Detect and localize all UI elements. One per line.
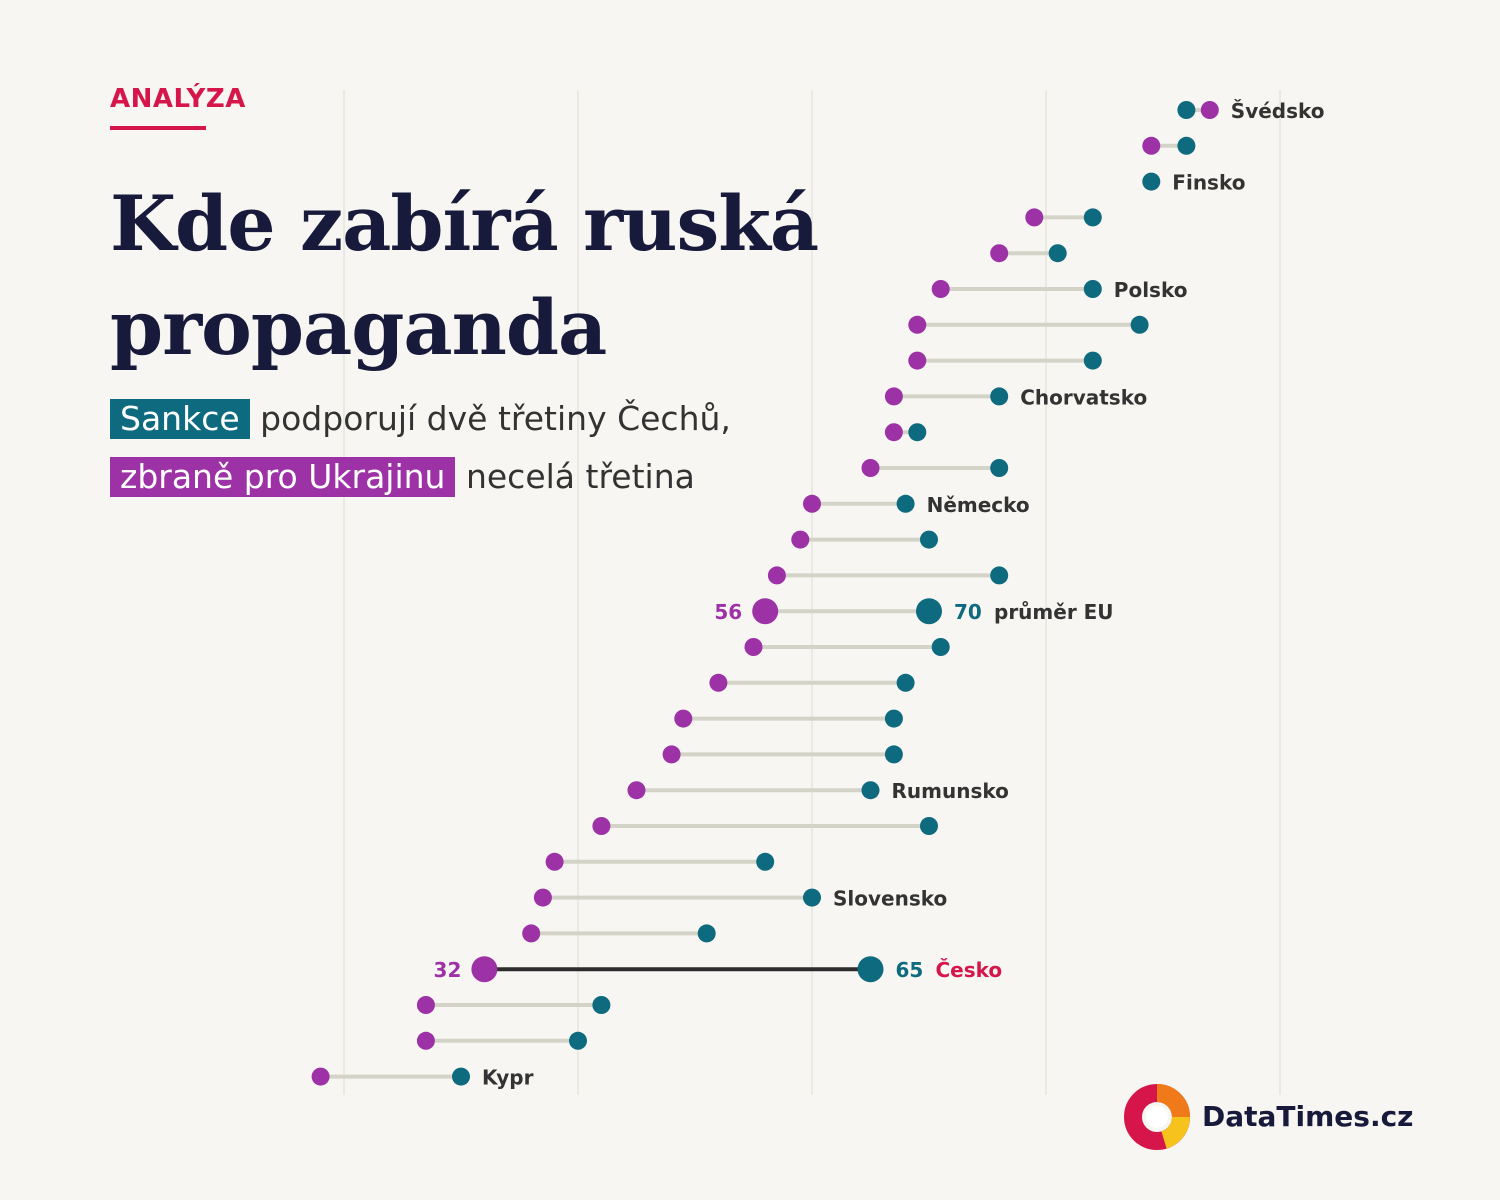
- weapons-dot: [471, 956, 498, 983]
- sanctions-dot: [990, 566, 1009, 585]
- weapons-dot: [767, 566, 786, 585]
- weapons-dot: [884, 387, 903, 406]
- country-label: Chorvatsko: [1020, 385, 1147, 409]
- sanctions-dot: [1142, 172, 1161, 191]
- country-label: průměr EU: [994, 600, 1114, 624]
- sanctions-value-label: 70: [954, 600, 982, 624]
- sanctions-dot: [920, 530, 938, 549]
- sanctions-dot: [931, 638, 950, 656]
- weapons-dot: [791, 530, 810, 549]
- weapons-highlight: zbraně pro Ukrajinu: [110, 457, 456, 497]
- weapons-dot: [908, 351, 927, 370]
- sanctions-dot: [1130, 315, 1149, 334]
- sanctions-dot: [1048, 244, 1067, 263]
- sanctions-dot: [592, 996, 611, 1014]
- sanctions-dot: [908, 423, 927, 442]
- weapons-dot: [861, 459, 880, 477]
- weapons-dot: [674, 709, 693, 728]
- section-kicker: ANALÝZA: [110, 84, 246, 114]
- weapons-value-label: 32: [434, 958, 462, 982]
- weapons-dot: [1200, 101, 1219, 119]
- country-label: Rumunsko: [892, 779, 1009, 803]
- weapons-value-label: 56: [714, 600, 742, 624]
- weapons-dot: [416, 996, 435, 1014]
- weapons-dot: [545, 852, 564, 871]
- sanctions-dot: [884, 745, 903, 764]
- sanctions-dot: [1177, 101, 1196, 119]
- subtitle-line-2-text: necelá třetina: [465, 457, 695, 496]
- subtitle-line-1-text: podporují dvě třetiny Čechů,: [260, 399, 731, 438]
- sanctions-dot: [990, 387, 1009, 406]
- weapons-dot: [752, 598, 779, 625]
- sanctions-dot: [990, 459, 1009, 477]
- weapons-dot: [416, 1031, 435, 1050]
- country-label: Švédsko: [1231, 99, 1325, 123]
- weapons-dot: [744, 638, 763, 656]
- country-label: Kypr: [482, 1066, 534, 1090]
- sanctions-dot: [916, 598, 942, 625]
- country-label: Polsko: [1114, 278, 1188, 302]
- sanctions-dot: [920, 817, 938, 835]
- sanctions-dot: [803, 888, 821, 907]
- sanctions-dot: [1177, 136, 1196, 155]
- weapons-dot: [627, 781, 646, 800]
- sanctions-dot: [884, 709, 903, 728]
- country-label: Česko: [936, 958, 1003, 982]
- sanctions-dot: [1083, 280, 1102, 298]
- weapons-dot: [592, 817, 611, 835]
- weapons-dot: [709, 673, 728, 692]
- weapons-dot: [662, 745, 681, 764]
- weapons-dot: [990, 244, 1009, 263]
- weapons-dot: [311, 1067, 330, 1086]
- weapons-dot: [803, 494, 821, 513]
- sanctions-dot: [569, 1031, 587, 1050]
- kicker-underline: [110, 126, 206, 130]
- subtitle-line-2: zbraně pro Ukrajinu necelá třetina: [110, 457, 695, 497]
- page-title: Kde zabírá ruská propaganda: [110, 179, 819, 372]
- country-label: Finsko: [1172, 171, 1245, 195]
- weapons-dot: [908, 315, 927, 334]
- sanctions-dot: [1083, 208, 1102, 227]
- subtitle-line-1: Sankce podporují dvě třetiny Čechů,: [110, 399, 731, 439]
- weapons-dot: [522, 924, 541, 943]
- weapons-dot: [1142, 136, 1161, 155]
- weapons-dot: [884, 423, 903, 442]
- brand-name[interactable]: DataTimes.cz: [1202, 1100, 1414, 1133]
- country-label: Slovensko: [833, 887, 947, 911]
- sanctions-highlight: Sankce: [110, 399, 250, 439]
- sanctions-dot: [896, 494, 915, 513]
- sanctions-dot: [452, 1067, 470, 1086]
- sanctions-value-label: 65: [896, 958, 924, 982]
- sanctions-dot: [861, 781, 880, 800]
- sanctions-dot: [1083, 351, 1102, 370]
- sanctions-dot: [697, 924, 716, 943]
- sanctions-dot: [896, 673, 915, 692]
- datatimes-logo-icon: [1124, 1084, 1190, 1150]
- country-label: Německo: [927, 493, 1030, 517]
- weapons-dot: [1025, 208, 1044, 227]
- sanctions-dot: [756, 852, 775, 871]
- weapons-dot: [931, 280, 950, 298]
- weapons-dot: [533, 888, 552, 907]
- sanctions-dot: [857, 956, 884, 983]
